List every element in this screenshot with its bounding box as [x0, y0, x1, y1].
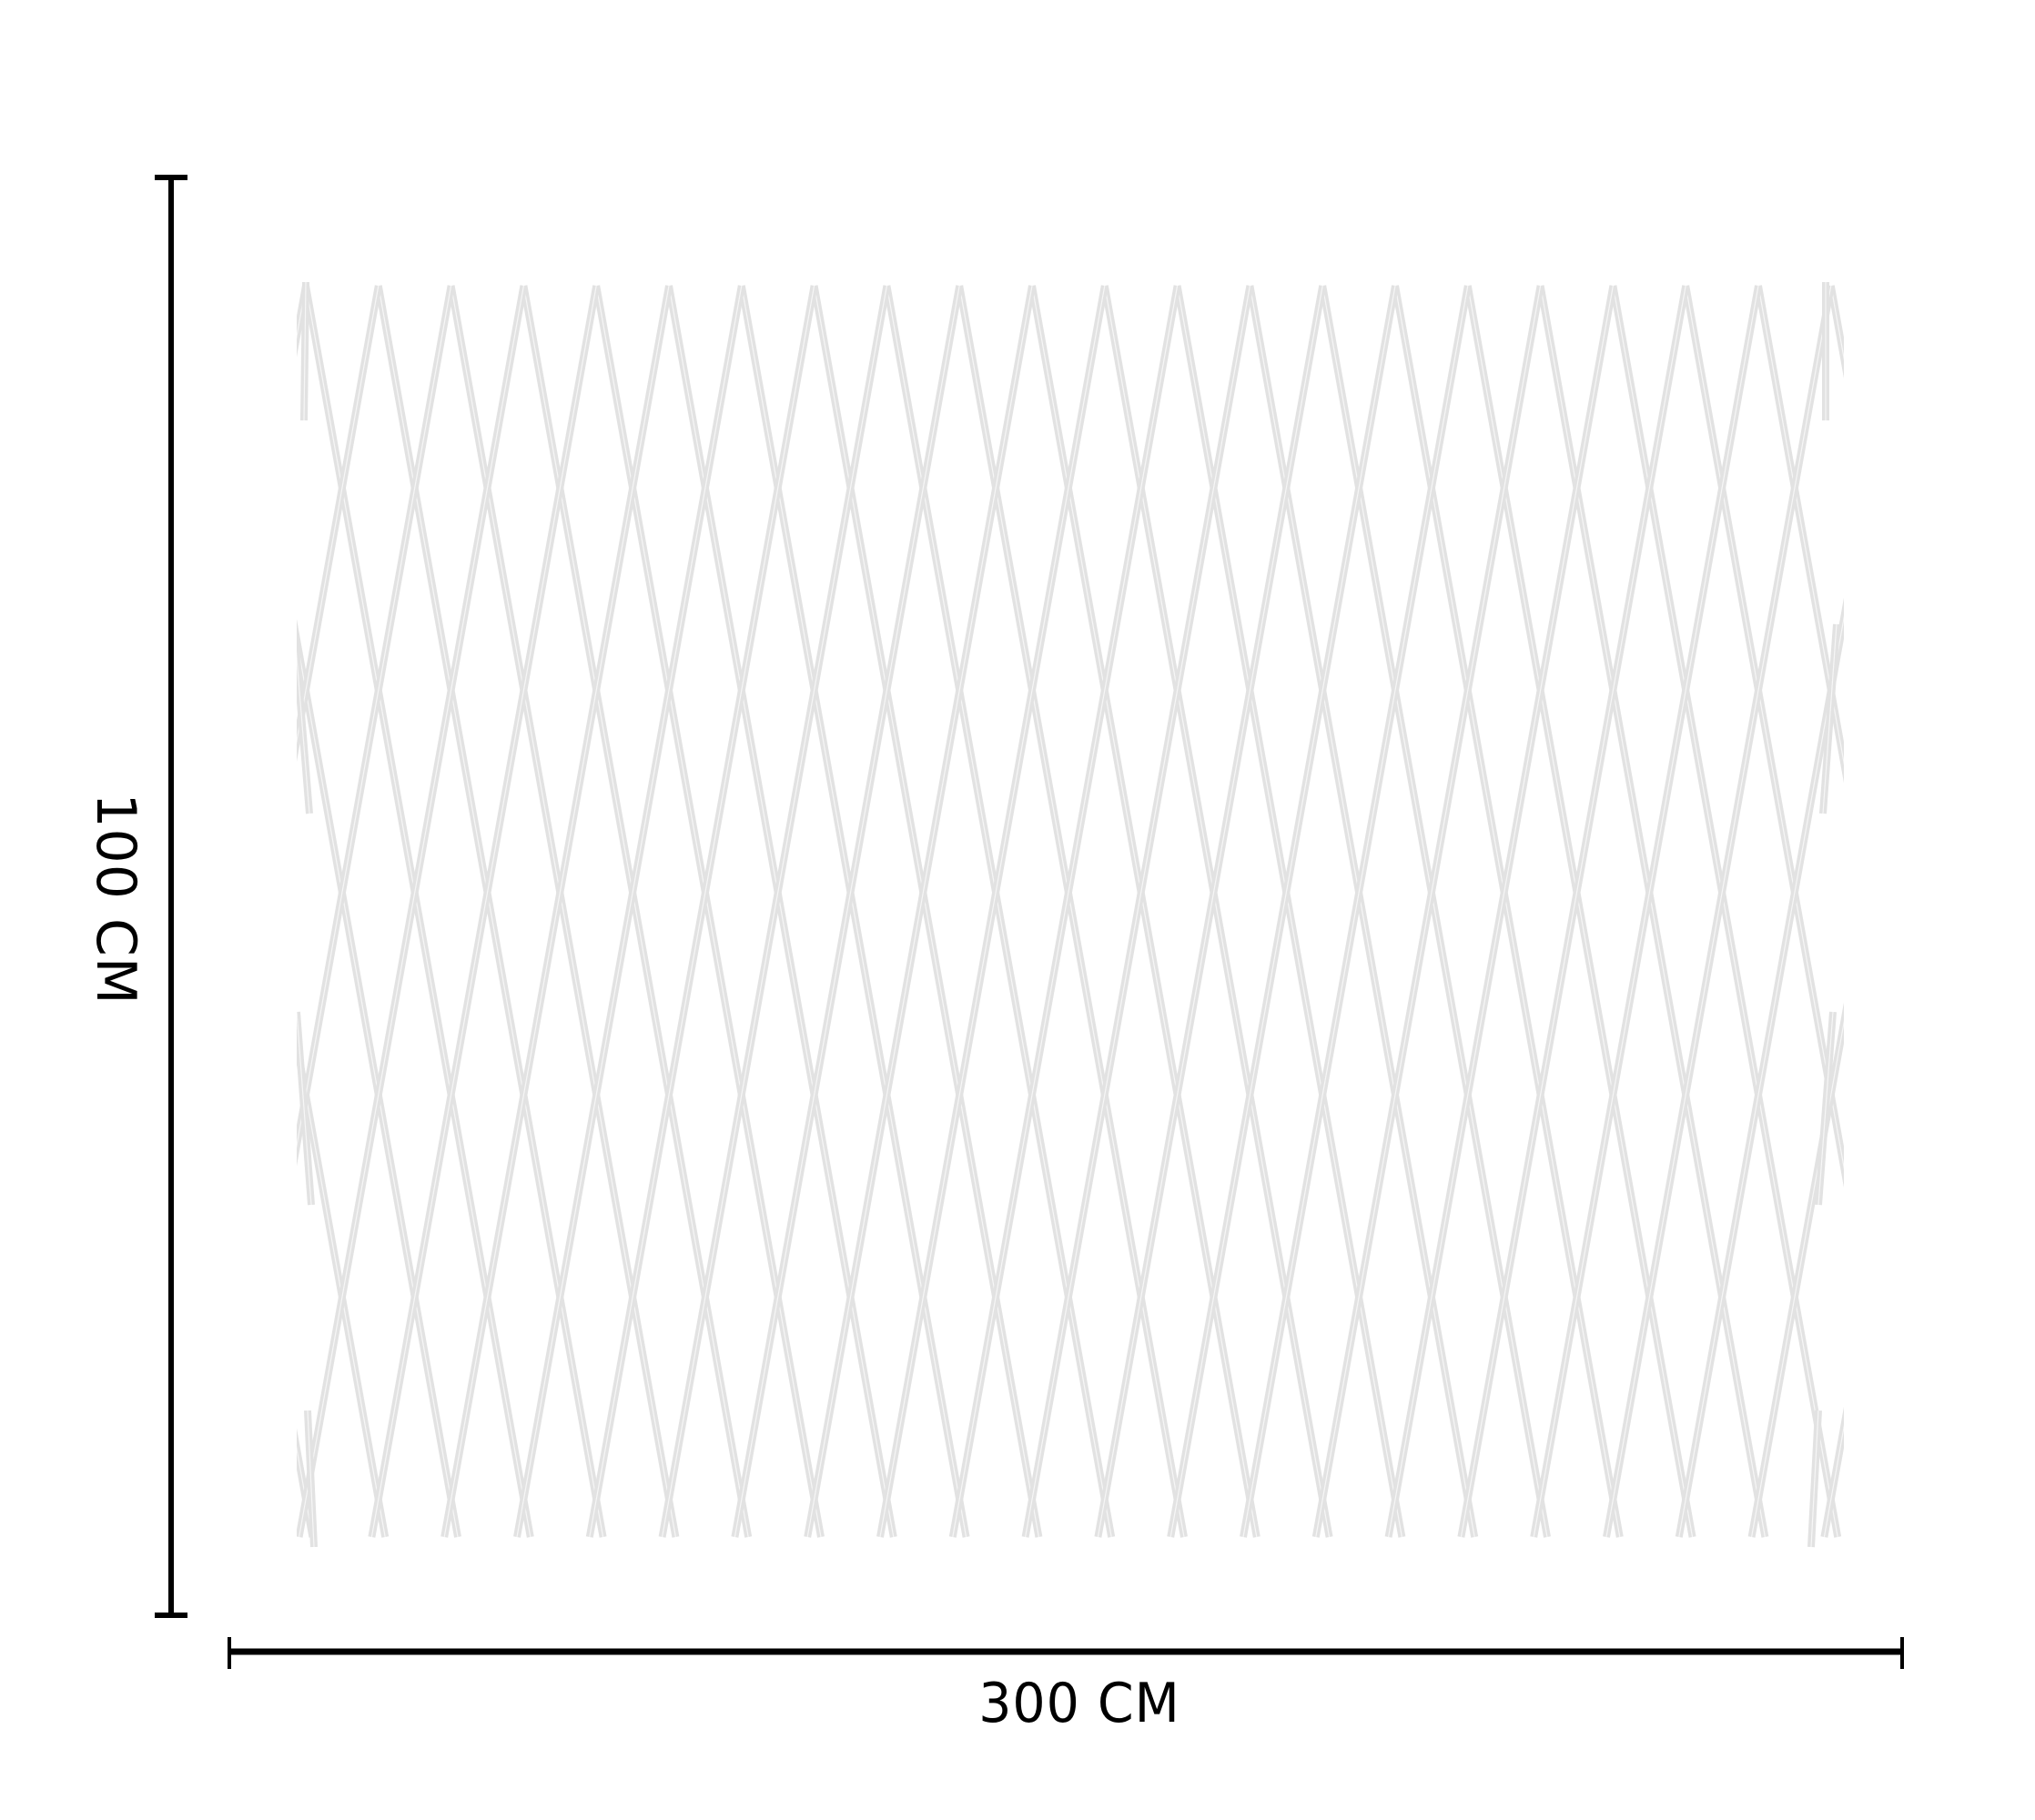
- lattice-slat-highlight: [1897, 286, 2035, 1537]
- lattice-slat: [1827, 285, 1844, 379]
- lattice-slat-highlight: [879, 285, 1106, 1538]
- width-dimension-line: [228, 1637, 1904, 1669]
- lattice-slat-highlight: [1823, 1424, 1844, 1538]
- lattice-edge-slat-highlight: [307, 1410, 315, 1548]
- lattice-edge-slat-highlight: [1817, 1011, 1834, 1206]
- lattice-slat-highlight: [589, 285, 815, 1538]
- lattice-slat-highlight: [1460, 285, 1686, 1538]
- lattice-edge-slat-highlight: [297, 1011, 312, 1206]
- lattice-slat: [1897, 286, 2035, 1537]
- lattice-slat-highlight: [952, 285, 1179, 1538]
- lattice-slat-highlight: [1533, 285, 1759, 1538]
- lattice-slat-highlight: [0, 286, 88, 1537]
- height-label: 100 CM: [84, 793, 147, 1006]
- lattice-slat-highlight: [1830, 285, 1844, 361]
- lattice-slat-highlight: [1388, 285, 1614, 1538]
- lattice-edge-slat-highlight: [303, 281, 307, 421]
- lattice-edge-slat-highlight: [1822, 623, 1838, 814]
- lattice-slat: [0, 286, 88, 1537]
- lattice-slat-highlight: [297, 285, 380, 744]
- lattice-slat-highlight: [1315, 285, 1542, 1538]
- lattice-slat-highlight: [1678, 615, 1844, 1538]
- lattice-slat-highlight: [1904, 286, 2035, 1537]
- lattice-slat-highlight: [1605, 285, 1832, 1538]
- lattice-slat-highlight: [297, 285, 452, 1149]
- lattice-slat: [0, 286, 15, 1537]
- lattice-slat: [1820, 1407, 1844, 1538]
- lattice-slat-highlight: [662, 285, 887, 1538]
- lattice-slat-highlight: [1169, 285, 1396, 1538]
- expandable-lattice-trellis: [0, 281, 2035, 1548]
- lattice-slat-highlight: [806, 285, 1033, 1538]
- lattice-slat-highlight: [297, 636, 459, 1538]
- lattice-slat-highlight: [0, 286, 15, 1537]
- lattice-slat: [1904, 286, 2035, 1537]
- lattice-slat-highlight: [1751, 1019, 1844, 1538]
- width-label: 300 CM: [978, 1672, 1180, 1735]
- lattice-slat-highlight: [443, 285, 670, 1538]
- lattice-edge-slat-highlight: [297, 651, 310, 814]
- lattice-slat-highlight: [370, 285, 597, 1538]
- lattice-edge-slat-highlight: [1810, 1410, 1819, 1548]
- lattice-slat-highlight: [516, 285, 743, 1538]
- lattice-slat-highlight: [1097, 285, 1323, 1538]
- lattice-slat-highlight: [1976, 286, 2035, 1537]
- lattice-slat: [1976, 286, 2035, 1537]
- lattice-slat-highlight: [734, 285, 960, 1538]
- lattice-slat-highlight: [1242, 285, 1469, 1538]
- height-dimension-line: [155, 175, 187, 1618]
- lattice-slat-highlight: [297, 1041, 386, 1538]
- lattice-slat-highlight: [299, 285, 524, 1538]
- lattice-slat-highlight: [1025, 285, 1250, 1538]
